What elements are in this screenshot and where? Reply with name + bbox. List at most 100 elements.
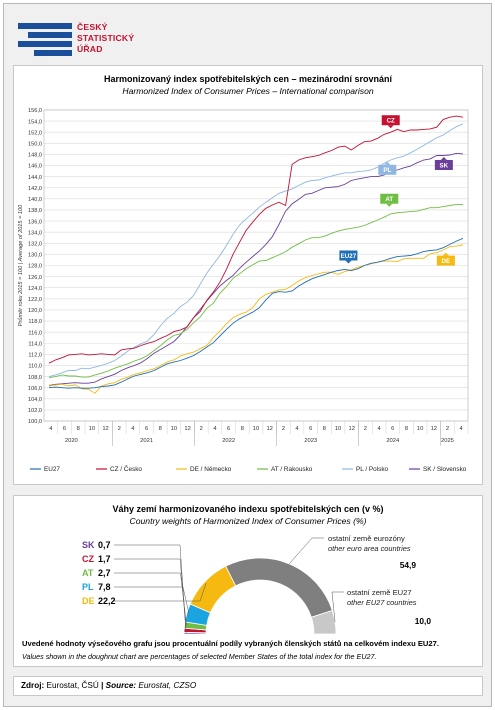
doughnut-value-pl: 7,8 bbox=[98, 582, 111, 592]
doughnut-value-eurozone: 54,9 bbox=[400, 560, 417, 570]
y-tick-label: 104,0 bbox=[28, 397, 42, 403]
series-tag-pl: PL bbox=[383, 167, 391, 174]
y-tick-label: 150,0 bbox=[28, 142, 42, 148]
legend-item-at: AT / Rakousko bbox=[271, 466, 313, 473]
source-line: Zdroj: Eurostat, ČSÚ | Source: Eurostat,… bbox=[13, 676, 483, 696]
doughnut-leader-line bbox=[289, 537, 324, 564]
y-tick-label: 128,0 bbox=[28, 264, 42, 270]
line-chart-panel: Harmonizovaný index spotřebitelských cen… bbox=[13, 65, 483, 485]
series-line-eu27 bbox=[48, 237, 464, 389]
x-tick-label: 8 bbox=[241, 426, 244, 432]
series-tag-cz: CZ bbox=[387, 118, 395, 125]
x-year-label: 2024 bbox=[386, 438, 400, 444]
x-tick-label: 2 bbox=[200, 426, 203, 432]
source-label-cz: Zdroj: bbox=[21, 681, 45, 690]
logo-text: ČESKÝ STATISTICKÝ ÚŘAD bbox=[77, 22, 134, 55]
series-line-cz bbox=[48, 115, 464, 364]
doughnut-label-at: AT bbox=[82, 568, 94, 578]
x-tick-label: 2 bbox=[282, 426, 285, 432]
series-tag-pointer bbox=[442, 252, 449, 256]
y-tick-label: 148,0 bbox=[28, 153, 42, 159]
x-tick-label: 4 bbox=[295, 426, 299, 432]
doughnut-label-eurozone-en: other euro area countries bbox=[328, 544, 411, 553]
x-tick-label: 10 bbox=[253, 426, 259, 432]
x-tick-label: 2 bbox=[364, 426, 367, 432]
doughnut-leader-line bbox=[331, 591, 344, 623]
y-tick-label: 108,0 bbox=[28, 375, 42, 381]
doughnut-label-cz: CZ bbox=[82, 554, 94, 564]
note-en: Values shown in the doughnut chart are p… bbox=[22, 652, 377, 661]
note-cz: Uvedené hodnoty výsečového grafu jsou pr… bbox=[22, 639, 439, 648]
y-tick-label: 122,0 bbox=[28, 297, 42, 303]
series-tag-pointer bbox=[384, 161, 391, 165]
series-tag-at: AT bbox=[385, 196, 393, 203]
doughnut-chart-subtitle: Country weights of Harmonized Index of C… bbox=[129, 516, 367, 526]
legend-item-cz: CZ / Česko bbox=[110, 464, 142, 473]
y-tick-label: 114,0 bbox=[28, 341, 42, 347]
line-chart-subtitle: Harmonized Index of Consumer Prices – In… bbox=[122, 86, 374, 96]
plot-area bbox=[43, 109, 469, 422]
doughnut-label-eu27-en: other EU27 countries bbox=[347, 598, 417, 607]
x-tick-label: 12 bbox=[102, 426, 108, 432]
series-tag-pointer bbox=[387, 125, 394, 129]
y-tick-label: 144,0 bbox=[28, 175, 42, 181]
x-tick-label: 12 bbox=[184, 426, 190, 432]
x-tick-label: 6 bbox=[63, 426, 66, 432]
x-tick-label: 4 bbox=[213, 426, 217, 432]
line-chart: 100,0 102,0 104,0 106,0 108,0 110,0 112,0 114,0… bbox=[17, 108, 469, 473]
y-tick-label: 126,0 bbox=[28, 275, 42, 281]
series-line-de bbox=[48, 244, 464, 394]
x-tick-label: 10 bbox=[89, 426, 95, 432]
x-tick-label: 8 bbox=[159, 426, 162, 432]
doughnut-label-eu27: ostatní země EU27 bbox=[347, 588, 412, 597]
y-tick-label: 100,0 bbox=[28, 419, 42, 425]
y-tick-label: 142,0 bbox=[28, 186, 42, 192]
x-year-label: 2022 bbox=[222, 438, 235, 444]
series-tag-pointer bbox=[440, 156, 447, 160]
doughnut-leader-line bbox=[114, 583, 207, 602]
logo-line-1: ČESKÝ bbox=[77, 22, 108, 32]
doughnut-value-cz: 1,7 bbox=[98, 554, 111, 564]
legend-item-de: DE / Německo bbox=[190, 466, 232, 473]
legend-item-eu27: EU27 bbox=[44, 466, 60, 473]
logo-line-3: ÚŘAD bbox=[77, 44, 103, 54]
series-tag-pointer bbox=[345, 260, 352, 264]
y-tick-label: 112,0 bbox=[28, 353, 42, 359]
x-tick-label: 12 bbox=[431, 426, 437, 432]
source-sep: | bbox=[98, 681, 106, 690]
y-tick-label: 130,0 bbox=[28, 253, 42, 259]
doughnut-leader-line bbox=[114, 544, 187, 634]
legend-item-pl: PL / Polsko bbox=[356, 466, 389, 473]
doughnut-chart: SK 0,7 CZ 1,7 AT 2,7 PL 7,8DE 22,2 ostatní země e… bbox=[82, 534, 431, 635]
series-line-sk bbox=[48, 152, 464, 386]
source-text-en: Eurostat, CZSO bbox=[136, 681, 197, 690]
doughnut-leader-line bbox=[114, 586, 190, 614]
x-tick-label: 4 bbox=[460, 426, 464, 432]
y-tick-label: 106,0 bbox=[28, 386, 42, 392]
series-tag-box bbox=[339, 250, 358, 261]
series-tag-box bbox=[378, 164, 397, 175]
doughnut-chart-panel: Váhy zemí harmonizovaného indexu spotřeb… bbox=[13, 495, 483, 667]
y-tick-label: 120,0 bbox=[28, 308, 42, 314]
y-tick-label: 102,0 bbox=[28, 408, 42, 414]
y-tick-label: 132,0 bbox=[28, 241, 42, 247]
x-year-label: 2023 bbox=[304, 438, 317, 444]
x-tick-label: 2 bbox=[118, 426, 121, 432]
y-tick-label: 154,0 bbox=[28, 119, 42, 125]
legend-item-sk: SK / Slovensko bbox=[423, 466, 467, 473]
x-tick-label: 6 bbox=[391, 426, 394, 432]
logo-bars-icon bbox=[18, 23, 72, 56]
y-tick-label: 124,0 bbox=[28, 286, 42, 292]
x-year-label: 2021 bbox=[140, 438, 153, 444]
x-tick-label: 10 bbox=[171, 426, 177, 432]
series-tag-pointer bbox=[386, 203, 393, 207]
series-line-at bbox=[48, 203, 463, 379]
y-tick-label: 116,0 bbox=[28, 330, 42, 336]
y-tick-label: 136,0 bbox=[28, 219, 42, 225]
doughnut-label-sk: SK bbox=[82, 540, 95, 550]
doughnut-value-de: 22,2 bbox=[98, 596, 116, 606]
series-tag-box bbox=[381, 115, 400, 126]
source-label-en: Source: bbox=[105, 681, 137, 690]
series-tag-sk: SK bbox=[440, 162, 449, 169]
doughnut-slice-5 bbox=[225, 557, 333, 618]
